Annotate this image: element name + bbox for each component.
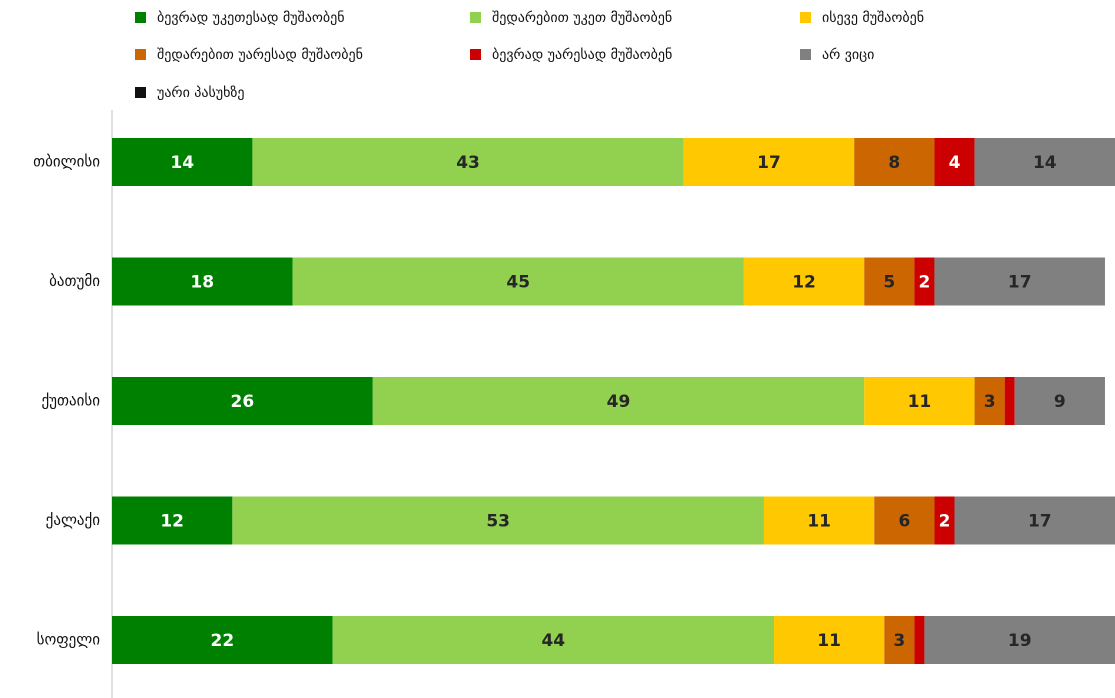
bar-segment (934, 257, 1105, 306)
legend-label: ბევრად უარესად მუშაობენ (492, 46, 672, 63)
value-label: 17 (1028, 512, 1052, 532)
bar-segment (112, 138, 253, 186)
value-label: 53 (486, 512, 510, 532)
value-label: 9 (1054, 392, 1066, 412)
value-label: 17 (757, 153, 781, 173)
bar-segment (112, 257, 293, 306)
value-label: 2 (919, 273, 931, 293)
bar-segment (372, 377, 865, 425)
legend-swatch (470, 12, 481, 23)
value-label: 43 (456, 153, 480, 173)
bar-segment (864, 257, 915, 306)
value-label: 8 (888, 153, 900, 173)
value-label: 19 (1008, 631, 1032, 651)
bar-segment (232, 496, 764, 545)
legend-label: შედარებით უარესად მუშაობენ (157, 46, 363, 63)
value-label: 2 (939, 512, 951, 532)
bar-segment (934, 138, 975, 186)
value-label: 4 (949, 153, 961, 173)
bar-segment (1004, 377, 1015, 425)
bar-segment (934, 496, 955, 545)
category-label: თბილისი (33, 153, 100, 171)
value-label: 22 (210, 631, 234, 651)
legend-label: არ ვიცი (822, 46, 874, 63)
legend-label: უარი პასუხზე (157, 84, 245, 101)
bar-segment (743, 257, 865, 306)
legend-swatch (800, 12, 811, 23)
category-label: სოფელი (37, 631, 101, 649)
bar-segment (1014, 377, 1105, 425)
value-label: 12 (792, 273, 816, 293)
value-label: 44 (541, 631, 565, 651)
bar-segment (864, 377, 975, 425)
category-label: ბათუმი (49, 272, 100, 290)
value-label: 17 (1008, 273, 1032, 293)
legend-swatch (135, 49, 146, 60)
bar-segment (112, 616, 333, 664)
legend-swatch (135, 87, 146, 98)
legend-swatch (800, 49, 811, 60)
value-label: 5 (883, 273, 895, 293)
value-label: 12 (160, 512, 184, 532)
bar-segment (112, 377, 373, 425)
legend-label: ისევე მუშაობენ (822, 10, 924, 26)
value-label: 11 (908, 392, 932, 412)
value-label: 3 (984, 392, 996, 412)
value-label: 26 (231, 392, 255, 412)
bar-segment (884, 616, 915, 664)
bar-segment (974, 377, 1005, 425)
value-label: 14 (170, 153, 194, 173)
bar-segment (773, 616, 885, 664)
bar-segment (954, 496, 1115, 545)
bar-segment (924, 616, 1115, 664)
legend-swatch (470, 49, 481, 60)
value-label: 11 (817, 631, 841, 651)
legend-label: ბევრად უკეთესად მუშაობენ (157, 9, 345, 26)
value-label: 18 (190, 273, 214, 293)
value-label: 6 (898, 512, 910, 532)
bar-segment (874, 496, 935, 545)
legend-label: შედარებით უკეთ მუშაობენ (492, 9, 672, 26)
value-label: 14 (1033, 153, 1057, 173)
value-label: 3 (893, 631, 905, 651)
legend-swatch (135, 12, 146, 23)
bar-segment (683, 138, 855, 186)
value-label: 49 (607, 392, 631, 412)
bar-segment (252, 138, 684, 186)
bar-segment (332, 616, 774, 664)
category-label: ქუთაისი (41, 392, 100, 410)
bar-segment (763, 496, 875, 545)
bar-segment (914, 616, 925, 664)
value-label: 11 (807, 512, 831, 532)
bar-segment (112, 496, 233, 545)
bar-segment (914, 257, 935, 306)
value-label: 45 (506, 273, 530, 293)
bar-segment (854, 138, 935, 186)
bar-segment (292, 257, 744, 306)
bar-segment (974, 138, 1115, 186)
category-label: ქალაქი (46, 511, 101, 529)
